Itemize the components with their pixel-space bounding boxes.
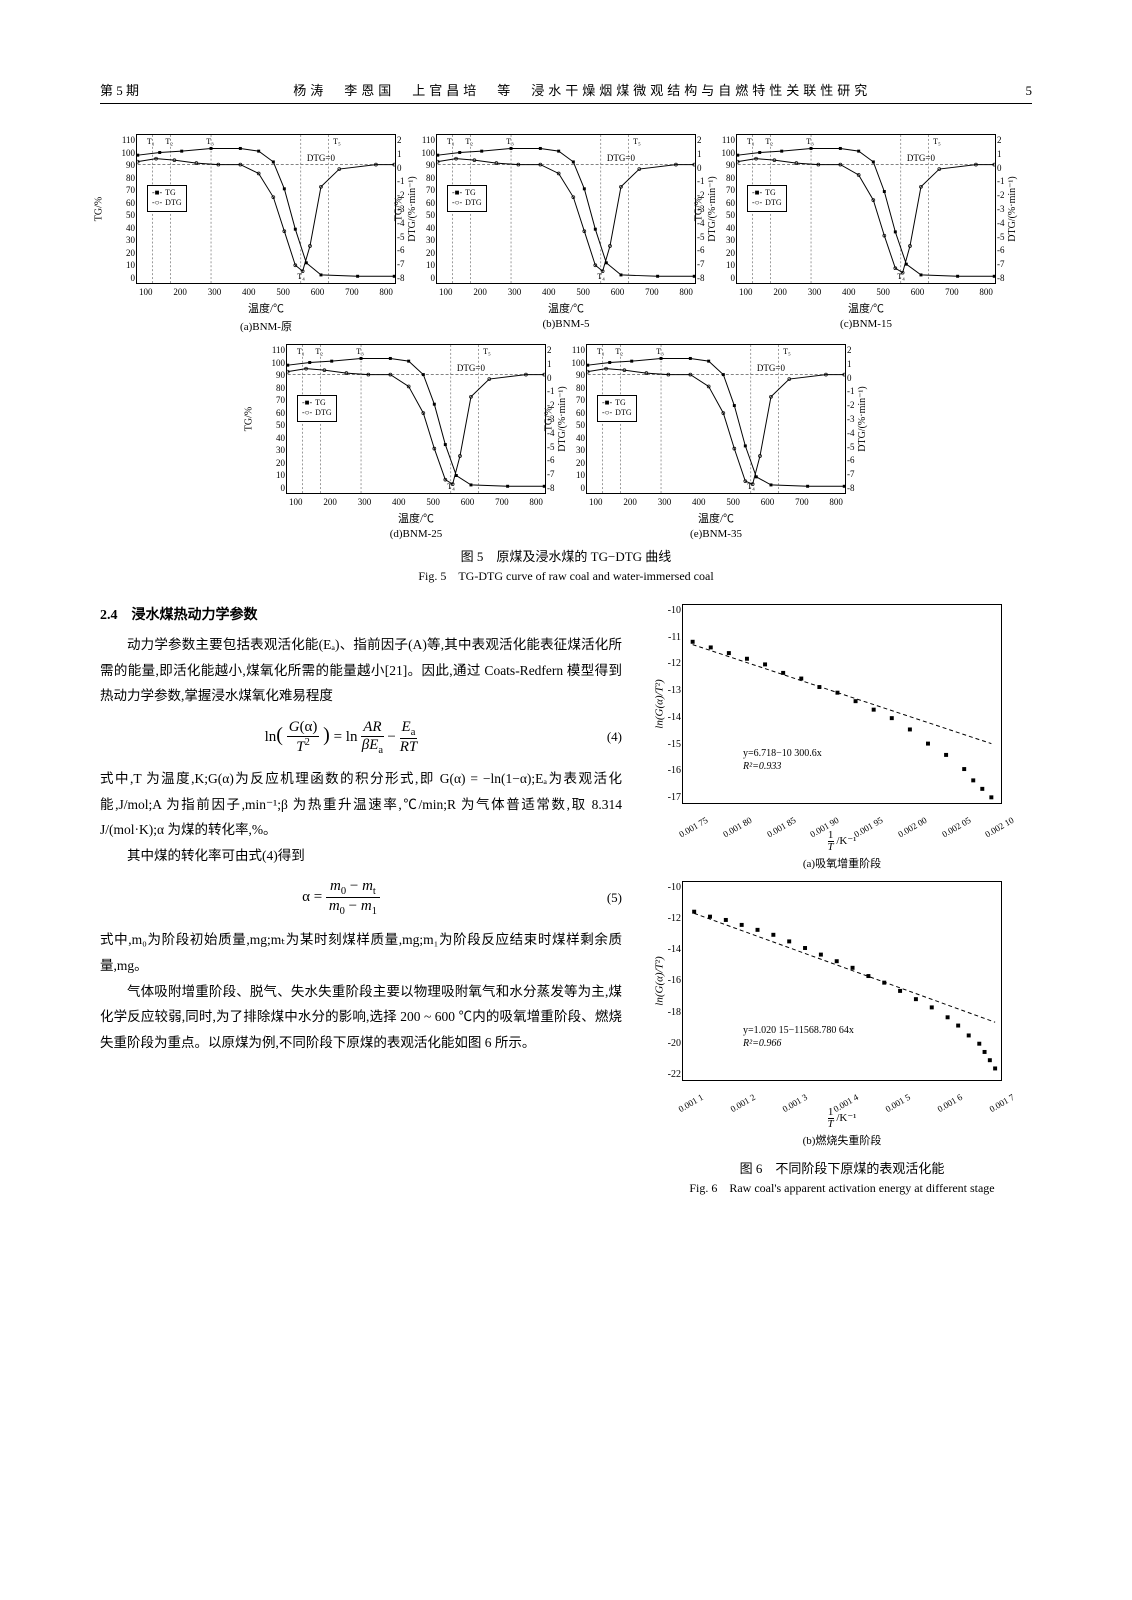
figure-6-caption-cn: 图 6 不同阶段下原煤的表观活化能 xyxy=(652,1158,1032,1177)
figure-5-caption-cn: 图 5 原煤及浸水煤的 TG−DTG 曲线 xyxy=(100,546,1032,565)
subplot-e: 1101009080706050403020100210-1-2-3-4-5-6… xyxy=(576,344,856,540)
subplot-b: 1101009080706050403020100210-1-2-3-4-5-6… xyxy=(426,134,706,334)
equation-5-body: α = m0 − mtm0 − m1 xyxy=(100,878,582,917)
body-para-1: 动力学参数主要包括表观活化能(Eₐ)、指前因子(A)等,其中表观活化能表征煤活化… xyxy=(100,632,622,709)
equation-4-number: (4) xyxy=(582,729,622,745)
issue-number: 第 5 期 xyxy=(100,80,139,99)
left-column: 2.4 浸水煤热动力学参数 动力学参数主要包括表观活化能(Eₐ)、指前因子(A)… xyxy=(100,604,622,1056)
figure-5-caption-en: Fig. 5 TG-DTG curve of raw coal and wate… xyxy=(100,567,1032,584)
fig6-subplot-b: -10-12-14-16-18-20-220.001 10.001 20.001… xyxy=(652,881,1032,1148)
fig6-subplot-a: -10-11-12-13-14-15-16-170.001 750.001 80… xyxy=(652,604,1032,871)
running-header: 第 5 期 杨涛 李恩国 上官昌培 等 浸水干燥烟煤微观结构与自燃特性关联性研究… xyxy=(100,80,1032,104)
figure-6-caption-en: Fig. 6 Raw coal's apparent activation en… xyxy=(652,1179,1032,1196)
subplot-a: 1101009080706050403020100210-1-2-3-4-5-6… xyxy=(126,134,406,334)
equation-5-number: (5) xyxy=(582,890,622,906)
body-para-2: 式中,T 为温度,K;G(α)为反应机理函数的积分形式,即 G(α) = −ln… xyxy=(100,766,622,843)
body-para-5: 气体吸附增重阶段、脱气、失水失重阶段主要以物理吸附氧气和水分蒸发等为主,煤化学反… xyxy=(100,979,622,1056)
running-title: 杨涛 李恩国 上官昌培 等 浸水干燥烟煤微观结构与自燃特性关联性研究 xyxy=(139,80,1025,99)
figure-5-grid: 1101009080706050403020100210-1-2-3-4-5-6… xyxy=(100,134,1032,540)
equation-4: ln( G(α)T2 ) = ln ARβEa − EaRT (4) xyxy=(100,719,622,756)
equation-5: α = m0 − mtm0 − m1 (5) xyxy=(100,878,622,917)
body-para-4: 式中,m₀为阶段初始质量,mg;mₜ为某时刻煤样质量,mg;m₁为阶段反应结束时… xyxy=(100,927,622,978)
right-column: -10-11-12-13-14-15-16-170.001 750.001 80… xyxy=(652,604,1032,1196)
subplot-c: 1101009080706050403020100210-1-2-3-4-5-6… xyxy=(726,134,1006,334)
body-para-3: 其中煤的转化率可由式(4)得到 xyxy=(100,843,622,869)
subplot-d: 1101009080706050403020100210-1-2-3-4-5-6… xyxy=(276,344,556,540)
page-number: 5 xyxy=(1026,83,1033,99)
equation-4-body: ln( G(α)T2 ) = ln ARβEa − EaRT xyxy=(100,719,582,756)
figure-6: -10-11-12-13-14-15-16-170.001 750.001 80… xyxy=(652,604,1032,1148)
section-heading: 2.4 浸水煤热动力学参数 xyxy=(100,604,622,624)
